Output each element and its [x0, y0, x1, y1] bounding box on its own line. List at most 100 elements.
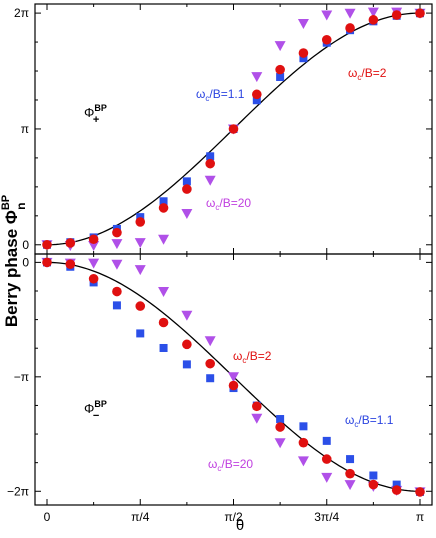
- data-point-triangle: [297, 456, 309, 467]
- panel-label: ΦBP −: [84, 399, 107, 422]
- data-point-triangle: [88, 241, 100, 252]
- data-point-circle: [42, 239, 52, 250]
- annotation-sub: c: [354, 420, 358, 429]
- data-point-circle: [252, 89, 262, 100]
- data-point-circle: [182, 184, 192, 194]
- data-point-triangle: [228, 372, 239, 383]
- annotation-sub: c: [215, 203, 219, 212]
- data-point-circle: [391, 485, 402, 495]
- y-tick-label: −π: [14, 370, 29, 384]
- data-point-circle: [88, 234, 99, 245]
- data-point-circle: [65, 238, 76, 248]
- y-tick-label: π: [21, 122, 29, 136]
- data-point-square: [276, 415, 285, 424]
- annotation-rest: /B=20: [219, 196, 251, 210]
- annotation-sub: c: [205, 94, 209, 103]
- data-point-triangle: [251, 72, 263, 83]
- y-tick-label: 0: [22, 255, 29, 269]
- data-point-circle: [112, 286, 122, 297]
- data-point-square: [182, 177, 191, 186]
- series-annotation: ωc/B=1.1: [345, 413, 394, 429]
- panel-label-sub: +: [93, 114, 99, 126]
- data-point-circle: [345, 23, 355, 33]
- data-point-square: [182, 360, 191, 369]
- x-tick-label: π/2: [224, 510, 243, 524]
- data-point-circle: [368, 479, 379, 490]
- panel-label-base: Φ: [84, 401, 94, 416]
- data-point-circle: [368, 15, 379, 25]
- data-point-triangle: [134, 265, 146, 276]
- x-axis-label: θ: [236, 517, 244, 534]
- data-point-square: [112, 301, 121, 310]
- data-point-triangle: [181, 208, 193, 219]
- annotation-text: ω: [196, 87, 205, 101]
- panel-label-sup: BP: [94, 399, 107, 409]
- annotation-sub: c: [217, 464, 221, 473]
- data-point-triangle: [344, 480, 356, 491]
- data-point-triangle: [134, 238, 146, 249]
- annotation-rest: /B=1.1: [358, 413, 393, 427]
- data-point-triangle: [158, 234, 170, 245]
- data-point-triangle: [274, 41, 286, 52]
- annotation-text: ω: [348, 66, 357, 80]
- series-annotation: ωc/B=2: [233, 349, 272, 365]
- data-point-circle: [65, 259, 76, 270]
- data-point-circle: [88, 273, 99, 284]
- x-tick-label: 3π/4: [314, 510, 339, 524]
- data-point-square: [206, 152, 215, 161]
- series-annotation: ωc/B=20: [206, 196, 251, 212]
- data-point-square: [159, 197, 168, 206]
- data-point-square: [252, 96, 261, 105]
- data-point-triangle: [88, 258, 100, 269]
- data-point-circle: [391, 10, 402, 20]
- data-point-circle: [205, 158, 215, 169]
- annotation-rest: /B=2: [246, 349, 271, 363]
- series-circle: [42, 257, 425, 497]
- annotation-text: ω: [345, 413, 354, 427]
- data-point-square: [369, 471, 378, 480]
- data-point-circle: [228, 124, 239, 134]
- data-point-circle: [415, 487, 425, 497]
- series-annotation: ωc/B=1.1: [196, 87, 245, 103]
- data-point-circle: [415, 8, 425, 19]
- annotation-text: ω: [206, 196, 215, 210]
- data-point-triangle: [111, 259, 123, 270]
- data-point-circle: [135, 301, 146, 311]
- data-point-circle: [182, 339, 192, 350]
- data-point-circle: [158, 317, 169, 328]
- data-point-triangle: [251, 413, 263, 424]
- data-point-circle: [158, 203, 169, 213]
- x-tick-label: π/4: [131, 510, 150, 524]
- data-point-circle: [275, 64, 285, 75]
- data-point-circle: [135, 217, 146, 227]
- annotation-rest: /B=1.1: [209, 87, 244, 101]
- annotation-sub: c: [357, 73, 361, 82]
- y-axis-label-text: Berry phase Φ: [2, 210, 21, 327]
- panel-label-sub: −: [93, 410, 99, 422]
- y-tick-label: −2π: [7, 484, 29, 498]
- annotation-text: ω: [208, 457, 217, 471]
- data-point-triangle: [321, 10, 333, 21]
- data-point-circle: [228, 380, 239, 391]
- data-point-square: [299, 54, 308, 63]
- data-point-circle: [345, 468, 355, 479]
- data-point-circle: [252, 401, 262, 412]
- data-point-square: [299, 422, 308, 431]
- data-point-circle: [321, 454, 332, 464]
- data-point-square: [206, 374, 215, 383]
- data-point-triangle: [204, 175, 216, 186]
- data-point-circle: [298, 437, 309, 448]
- y-axis-label-sub: n: [14, 203, 28, 210]
- data-point-square: [322, 436, 331, 445]
- x-tick-label: 0: [44, 510, 51, 524]
- panel-label-sup: BP: [94, 103, 107, 113]
- data-point-triangle: [274, 438, 286, 449]
- data-point-circle: [205, 358, 215, 369]
- data-point-triangle: [344, 8, 356, 19]
- panel-label: ΦBP +: [84, 103, 107, 126]
- data-point-triangle: [158, 287, 170, 298]
- data-point-triangle: [321, 472, 333, 483]
- y-axis-label: Berry phase ΦBP n: [0, 195, 28, 327]
